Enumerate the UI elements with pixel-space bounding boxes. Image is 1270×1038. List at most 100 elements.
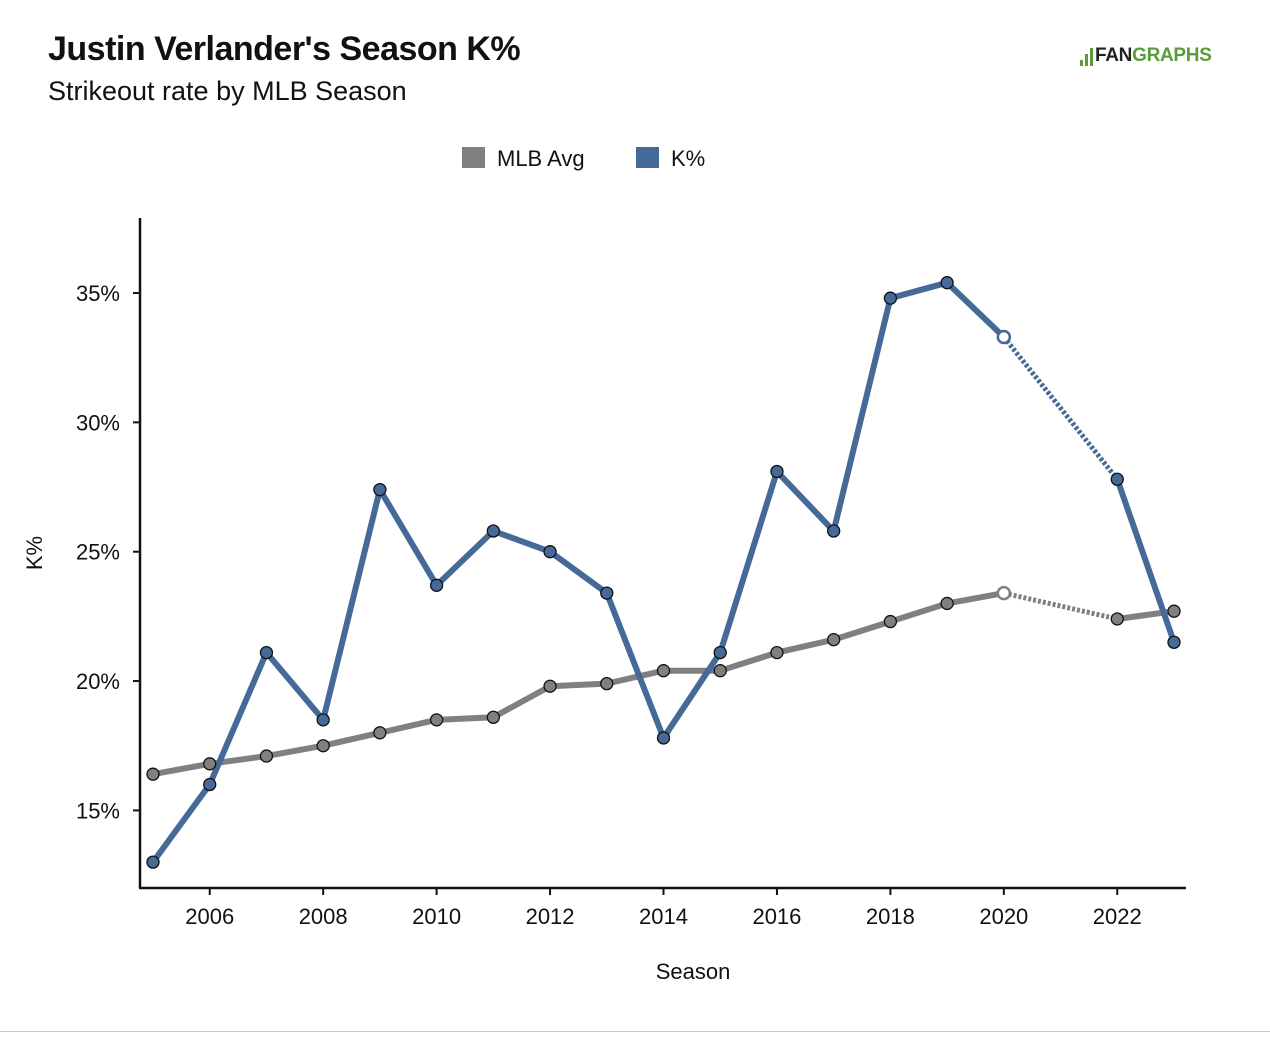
series-k-points xyxy=(146,276,1181,869)
data-point[interactable] xyxy=(203,757,217,771)
series-segment xyxy=(773,468,837,535)
y-axis-label: K% xyxy=(22,536,47,570)
x-tick-label: 2016 xyxy=(752,904,801,929)
series-segment xyxy=(263,649,327,723)
series-segment xyxy=(320,486,383,723)
series-segment xyxy=(263,742,327,760)
data-point[interactable] xyxy=(770,645,784,660)
series-segment-dotted xyxy=(1001,335,1120,481)
y-tick-label: 20% xyxy=(76,669,120,694)
x-ticks: 2006 2008 2010 2012 2014 2016 2018 2020 2022 xyxy=(185,888,1142,929)
axes: 15% 20% 25% 30% 35% 2006 2008 2010 2012 2014 2016… xyxy=(22,218,1186,984)
series-segment xyxy=(1114,476,1177,646)
series-segment xyxy=(547,680,610,690)
series-segment-dotted xyxy=(1003,590,1118,622)
data-point[interactable] xyxy=(883,291,898,305)
data-point[interactable] xyxy=(316,739,330,753)
series-layer xyxy=(146,276,1181,869)
legend-label-mlb-avg[interactable]: MLB Avg xyxy=(497,146,585,171)
series-segment xyxy=(433,528,497,589)
data-point[interactable] xyxy=(543,679,557,693)
x-axis-label: Season xyxy=(656,959,731,984)
data-point[interactable] xyxy=(429,713,444,727)
data-point[interactable] xyxy=(1110,612,1124,626)
chart-title: Justin Verlander's Season K% xyxy=(48,30,521,68)
x-tick-label: 2022 xyxy=(1093,904,1142,929)
series-segment xyxy=(830,295,894,535)
data-point[interactable] xyxy=(316,713,330,727)
data-point[interactable] xyxy=(486,710,500,724)
series-segment xyxy=(717,468,780,656)
data-point[interactable] xyxy=(770,464,784,479)
series-segment xyxy=(150,781,213,866)
data-point[interactable] xyxy=(713,664,727,678)
data-point[interactable] xyxy=(996,329,1012,345)
x-tick-label: 2008 xyxy=(299,904,348,929)
x-tick-label: 2020 xyxy=(979,904,1028,929)
data-point[interactable] xyxy=(429,578,444,592)
series-segment xyxy=(320,729,383,749)
data-point[interactable] xyxy=(996,585,1012,601)
data-point[interactable] xyxy=(940,596,954,611)
y-tick-label: 35% xyxy=(76,281,120,306)
data-point[interactable] xyxy=(203,777,217,792)
series-segment xyxy=(376,486,440,589)
chart-subtitle: Strikeout rate by MLB Season xyxy=(48,76,407,106)
data-point[interactable] xyxy=(259,645,274,660)
series-segment xyxy=(376,716,440,736)
x-tick-label: 2014 xyxy=(639,904,688,929)
fangraphs-logo[interactable]: FAN GRAPHS xyxy=(1080,44,1212,68)
bottom-divider xyxy=(0,1031,1270,1032)
y-tick-label: 30% xyxy=(76,410,120,435)
data-point[interactable] xyxy=(827,524,841,538)
series-segment xyxy=(717,649,780,674)
data-point[interactable] xyxy=(543,545,557,559)
series-segment xyxy=(944,279,1007,340)
legend: MLB Avg K% xyxy=(462,146,705,171)
series-segment xyxy=(887,600,951,625)
y-tick-label: 15% xyxy=(76,798,120,823)
data-point[interactable] xyxy=(1167,604,1181,618)
logo-text-graphs: GRAPHS xyxy=(1132,45,1212,66)
series-segment xyxy=(944,590,1007,607)
series-segment xyxy=(773,636,837,656)
data-point[interactable] xyxy=(1167,635,1181,649)
series-segment xyxy=(830,618,894,643)
legend-label-k-pct[interactable]: K% xyxy=(671,146,705,171)
series-segment xyxy=(547,548,610,597)
series-segment xyxy=(490,683,554,721)
logo-text-fan: FAN xyxy=(1095,45,1133,66)
legend-swatch-k-pct[interactable] xyxy=(636,147,659,168)
series-segment xyxy=(490,528,554,555)
x-tick-label: 2012 xyxy=(526,904,575,929)
y-ticks: 15% 20% 25% 30% 35% xyxy=(76,281,140,823)
series-segment xyxy=(887,279,951,302)
series-k-line xyxy=(150,279,1177,866)
series-segment xyxy=(603,667,667,687)
x-tick-label: 2010 xyxy=(412,904,461,929)
data-point[interactable] xyxy=(259,749,274,763)
data-point[interactable] xyxy=(883,614,898,629)
data-point[interactable] xyxy=(713,645,727,660)
data-point[interactable] xyxy=(1110,472,1124,486)
data-point[interactable] xyxy=(656,664,671,678)
series-segment xyxy=(150,760,213,778)
series-mlb-avg-points xyxy=(146,585,1181,781)
data-point[interactable] xyxy=(146,855,160,869)
legend-swatch-mlb-avg[interactable] xyxy=(462,147,485,168)
data-point[interactable] xyxy=(373,726,387,740)
series-segment xyxy=(603,590,667,741)
data-point[interactable] xyxy=(373,482,387,497)
data-point[interactable] xyxy=(486,524,500,538)
y-tick-label: 25% xyxy=(76,540,120,565)
x-tick-label: 2006 xyxy=(185,904,234,929)
data-point[interactable] xyxy=(656,731,671,745)
data-point[interactable] xyxy=(600,586,614,600)
data-point[interactable] xyxy=(827,633,841,647)
series-segment xyxy=(660,649,724,741)
data-point[interactable] xyxy=(146,767,160,781)
data-point[interactable] xyxy=(600,676,614,691)
series-segment xyxy=(433,714,497,723)
data-point[interactable] xyxy=(940,276,954,290)
